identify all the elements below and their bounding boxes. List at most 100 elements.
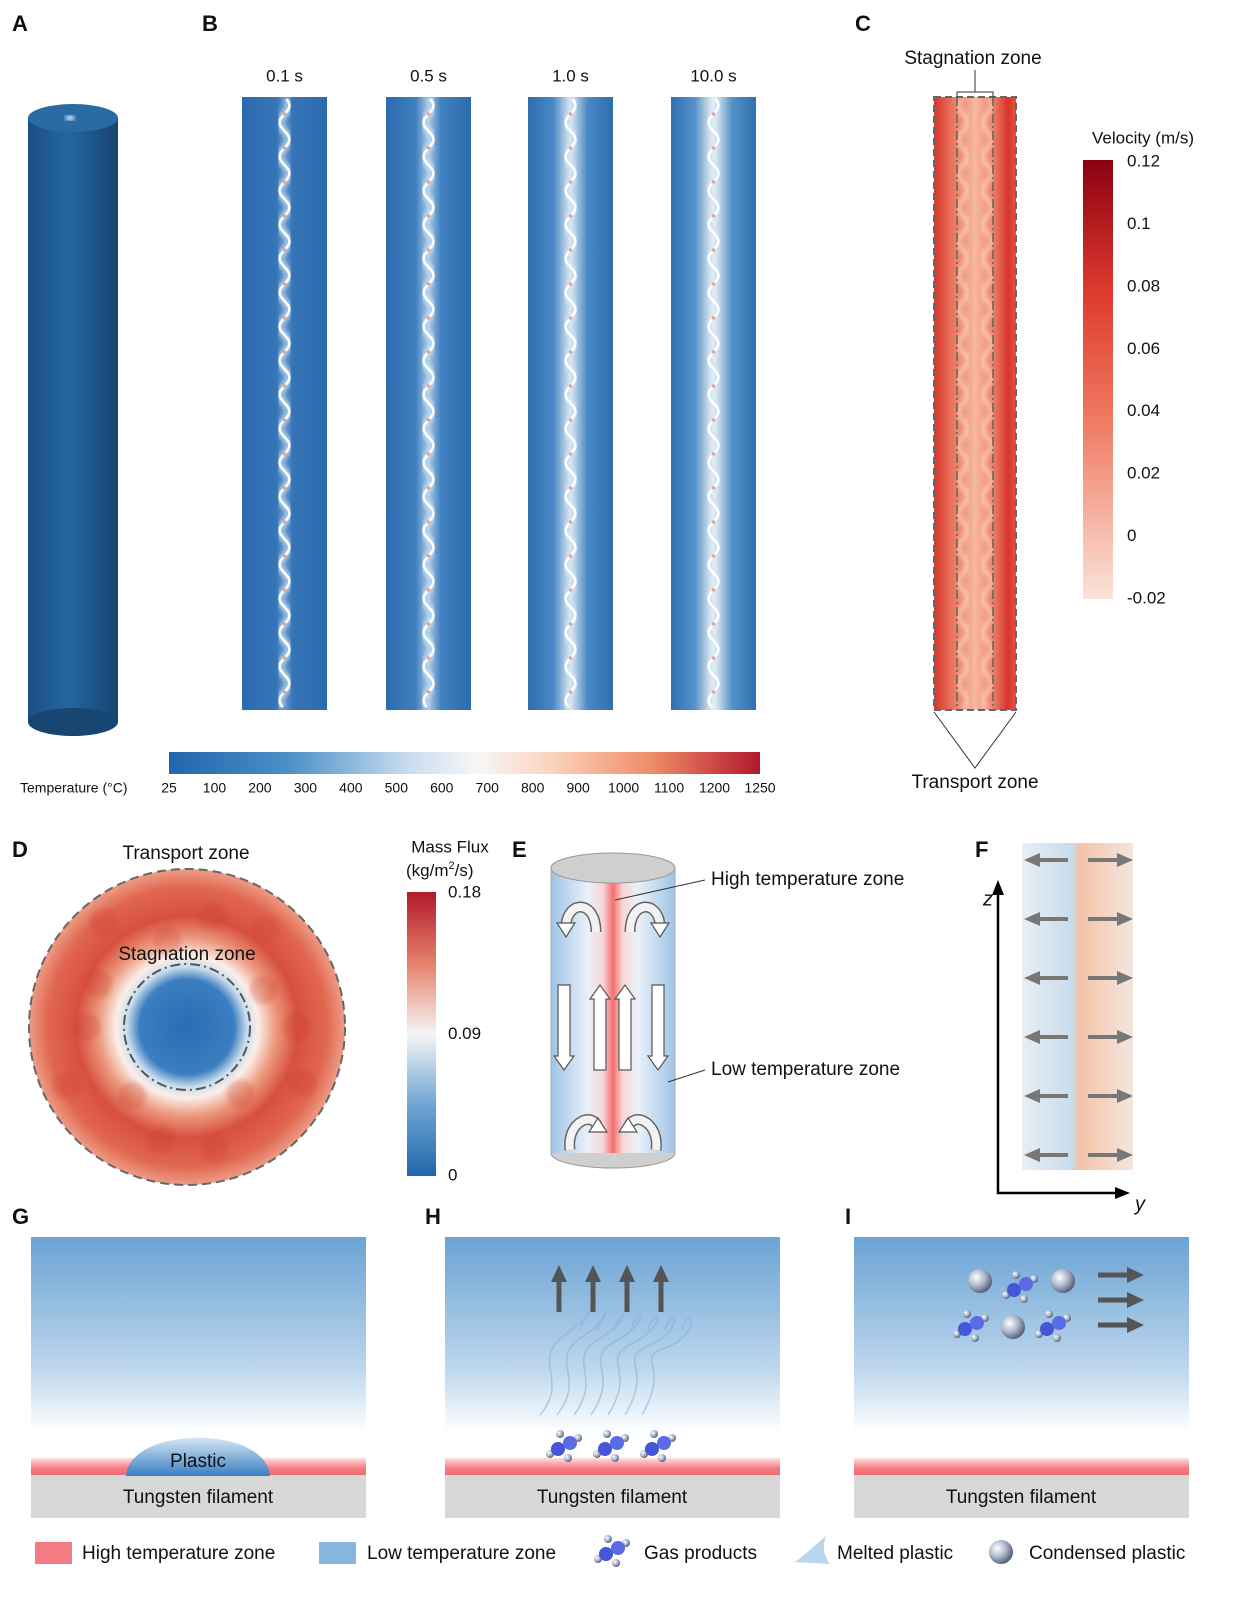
flux-mottle — [84, 970, 112, 998]
flux-mottle — [198, 902, 226, 930]
atom-c — [1052, 1316, 1066, 1330]
plastic-label: Plastic — [170, 1451, 226, 1472]
temperature-title: Temperature (°C) — [20, 780, 128, 796]
hot-dot — [569, 554, 573, 558]
velocity-tick: -0.02 — [1127, 588, 1166, 607]
hot-dot — [427, 452, 431, 456]
cylinder-top — [551, 853, 675, 883]
atom-h — [650, 1430, 658, 1438]
legend-swatch-low — [319, 1542, 356, 1564]
time-label: 10.0 s — [690, 66, 736, 85]
substrate-label: Tungsten filament — [537, 1487, 688, 1508]
atom-c — [598, 1442, 612, 1456]
atom-h — [658, 1454, 666, 1462]
transport-leader — [934, 712, 1016, 768]
hot-dot — [569, 384, 573, 388]
legend-label: Gas products — [644, 1543, 757, 1564]
hot-dot — [712, 384, 716, 388]
atom-h — [1012, 1271, 1020, 1279]
hot-dot — [427, 180, 431, 184]
velocity-slice — [1022, 843, 1133, 1170]
atom-h — [1045, 1310, 1053, 1318]
hot-dot — [569, 316, 573, 320]
atom-h — [971, 1334, 979, 1342]
hot-dot — [712, 316, 716, 320]
hot-dot — [283, 520, 287, 524]
velocity-tick: 0.1 — [1127, 214, 1151, 233]
panel-letter: B — [202, 11, 218, 36]
hot-dot — [427, 486, 431, 490]
hot-dot — [427, 656, 431, 660]
atom-h — [963, 1310, 971, 1318]
hot-dot — [712, 452, 716, 456]
mass-flux-tick: 0 — [448, 1165, 457, 1184]
condensed-particle — [1051, 1269, 1075, 1293]
hot-dot — [427, 520, 431, 524]
mass-flux-unit: (kg/m2/s) — [406, 860, 474, 881]
temperature-tick: 500 — [385, 780, 409, 796]
hot-dot — [283, 418, 287, 422]
flux-mottle — [53, 1071, 81, 1099]
hot-dot — [712, 418, 716, 422]
velocity-tick: 0.06 — [1127, 339, 1160, 358]
legend-label: Condensed plastic — [1029, 1543, 1185, 1564]
condensed-particle — [1001, 1315, 1025, 1339]
cylinder-body — [28, 118, 118, 722]
hot-dot — [427, 554, 431, 558]
velocity-tick: 0.02 — [1127, 464, 1160, 483]
temperature-tick: 800 — [521, 780, 545, 796]
temperature-tick: 1000 — [608, 780, 639, 796]
flux-mottle — [89, 908, 117, 936]
atom-c — [1019, 1277, 1033, 1291]
time-label: 0.1 s — [266, 66, 303, 85]
atom-h — [1053, 1334, 1061, 1342]
panel-letter: I — [845, 1204, 851, 1229]
hot-dot — [712, 214, 716, 218]
hot-dot — [283, 656, 287, 660]
hot-dot — [283, 146, 287, 150]
hot-dot — [569, 248, 573, 252]
hot-dot — [283, 180, 287, 184]
flux-mottle — [147, 1126, 175, 1154]
velocity-field — [934, 97, 1016, 710]
flux-mottle — [118, 1082, 146, 1110]
hot-dot — [427, 418, 431, 422]
hot-dot — [569, 180, 573, 184]
mass-flux-tick: 0.09 — [448, 1024, 481, 1043]
velocity-tick: 0 — [1127, 526, 1136, 545]
temperature-tick: 1100 — [654, 780, 684, 796]
mass-flux-colorbar — [407, 892, 436, 1176]
velocity-tick: 0.12 — [1127, 151, 1160, 170]
hot-dot — [427, 316, 431, 320]
legend-melted-icon — [795, 1536, 830, 1564]
legend-swatch-high — [35, 1542, 72, 1564]
hot-dot — [427, 350, 431, 354]
hot-dot — [283, 486, 287, 490]
atom-c — [958, 1322, 972, 1336]
hot-dot — [283, 282, 287, 286]
panel-letter: A — [12, 11, 28, 36]
hot-dot — [712, 112, 716, 116]
atom-c — [610, 1436, 624, 1450]
panel-letter: C — [855, 11, 871, 36]
flux-mottle — [283, 1013, 311, 1041]
hot-dot — [712, 554, 716, 558]
legend-particle — [989, 1540, 1013, 1564]
z-axis-label: z — [982, 888, 993, 910]
legend-label: Low temperature zone — [367, 1543, 556, 1564]
hot-dot — [712, 350, 716, 354]
velocity-tick: 0.08 — [1127, 276, 1160, 295]
hot-dot — [569, 146, 573, 150]
hot-dot — [427, 146, 431, 150]
hot-dot — [569, 690, 573, 694]
atom-h — [611, 1454, 619, 1462]
temperature-tick: 900 — [566, 780, 590, 796]
atom-h — [604, 1535, 612, 1543]
hot-dot — [569, 214, 573, 218]
stagnation-label: Stagnation zone — [904, 48, 1041, 69]
hot-dot — [569, 418, 573, 422]
time-label: 1.0 s — [552, 66, 589, 85]
atom-c — [1040, 1322, 1054, 1336]
atom-h — [603, 1430, 611, 1438]
low-temperature-label: Low temperature zone — [711, 1059, 900, 1080]
